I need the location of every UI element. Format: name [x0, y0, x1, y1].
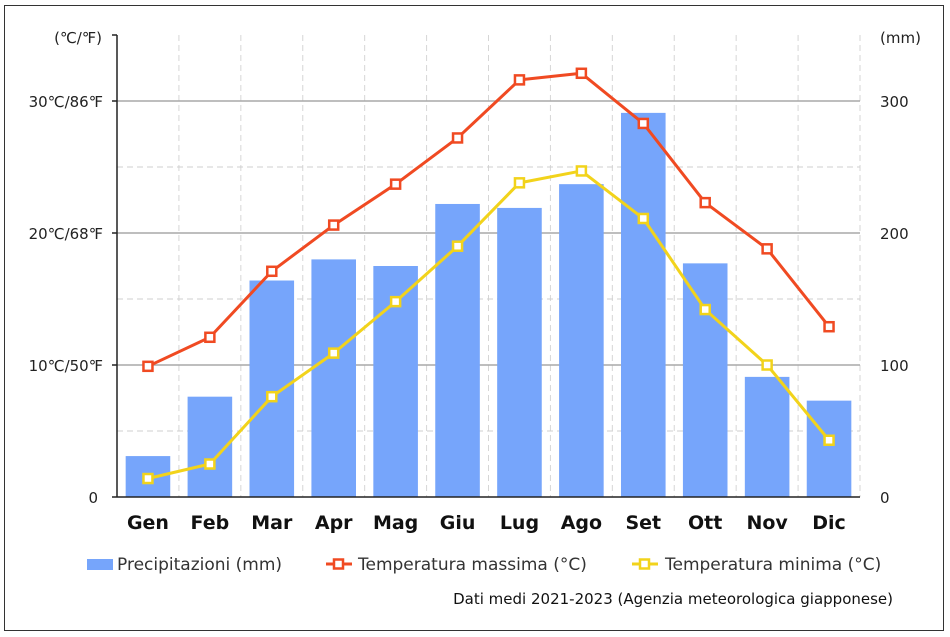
marker-tmin	[637, 212, 650, 225]
legend-item-tmax: Temperatura massima (°C)	[326, 555, 587, 575]
marker-tmax	[513, 74, 526, 86]
legend: Precipitazioni (mm) Temperatura massima …	[87, 555, 881, 575]
marker-tmin	[389, 295, 402, 308]
marker-tmax	[699, 196, 711, 209]
legend-item-tmin: Temperatura minima (°C)	[632, 555, 881, 575]
bar-precipitation	[559, 184, 604, 497]
marker-tmax	[761, 243, 773, 255]
legend-label-tmax: Temperatura massima (°C)	[357, 555, 587, 575]
y-tick-label-right: 0	[880, 489, 890, 507]
label-layer: 0 10℃/50℉ 20℃/68℉ 30℃/86℉ 0 100 200 300 Gen Feb Ma…	[29, 93, 909, 534]
bar-precipitation	[621, 112, 666, 497]
axis-layer	[112, 34, 860, 498]
x-tick-label: Ott	[688, 512, 722, 534]
y-tick-label-right: 100	[880, 357, 909, 375]
y-tick-label-left: 30℃/86℉	[29, 93, 103, 111]
marker-tmax	[204, 331, 216, 344]
line-tmin	[147, 169, 831, 480]
marker-tmin	[761, 359, 773, 371]
y-tick-label-left: 0	[88, 489, 98, 507]
marker-tmax	[327, 219, 340, 231]
x-tick-label: Mag	[373, 512, 418, 534]
marker-tmax	[823, 320, 835, 333]
x-tick-label: Feb	[191, 512, 230, 534]
source-note: Dati medi 2021-2023 (Agenzia meteorologi…	[453, 590, 893, 608]
x-tick-label: Mar	[251, 512, 293, 534]
marker-tmin	[266, 390, 278, 403]
line-tmax	[147, 71, 831, 368]
left-axis-unit-label: (℃/℉)	[54, 29, 102, 47]
legend-swatch-bar	[87, 559, 113, 570]
marker-tmax	[451, 132, 464, 144]
bar-precipitation	[682, 263, 728, 497]
marker-tmax	[142, 360, 154, 373]
right-axis-unit-label: (mm)	[880, 29, 921, 47]
bar-precipitation	[311, 259, 356, 497]
bar-precipitation	[249, 280, 295, 497]
x-tick-label: Giu	[440, 512, 476, 534]
marker-tmax	[637, 117, 650, 130]
y-tick-label-left: 20℃/68℉	[29, 225, 103, 243]
bar-precipitation	[435, 203, 480, 497]
y-tick-label-right: 200	[880, 225, 909, 243]
marker-tmax	[389, 178, 402, 190]
legend-item-precipitation: Precipitazioni (mm)	[87, 555, 282, 575]
y-tick-label-left: 10℃/50℉	[29, 357, 103, 375]
x-tick-label: Gen	[127, 512, 169, 534]
marker-tmin	[204, 458, 216, 470]
bar-precipitation	[497, 207, 542, 498]
x-tick-label: Apr	[315, 512, 353, 534]
x-tick-label: Set	[625, 512, 661, 534]
marker-tmin	[823, 434, 835, 446]
x-tick-label: Dic	[812, 512, 846, 534]
y-tick-label-right: 300	[880, 93, 909, 111]
bar-precipitation	[806, 400, 852, 497]
marker-tmax	[575, 67, 588, 80]
marker-tmin	[327, 347, 340, 359]
marker-tmin	[142, 472, 154, 485]
legend-swatch-tmax-marker	[332, 558, 345, 570]
x-tick-label: Nov	[746, 512, 788, 534]
legend-swatch-tmin-marker	[638, 558, 651, 570]
marker-tmin	[451, 240, 464, 252]
x-tick-label: Ago	[561, 512, 602, 534]
marker-tmin	[699, 303, 711, 316]
x-tick-label: Lug	[500, 512, 539, 534]
legend-label-precipitation: Precipitazioni (mm)	[117, 555, 282, 575]
legend-label-tmin: Temperatura minima (°C)	[664, 555, 881, 575]
marker-tmin	[513, 177, 526, 189]
marker-tmin	[575, 165, 588, 177]
line-layer	[142, 67, 835, 485]
bar-precipitation	[744, 376, 790, 497]
grid-layer	[117, 35, 861, 497]
marker-tmax	[266, 265, 278, 278]
